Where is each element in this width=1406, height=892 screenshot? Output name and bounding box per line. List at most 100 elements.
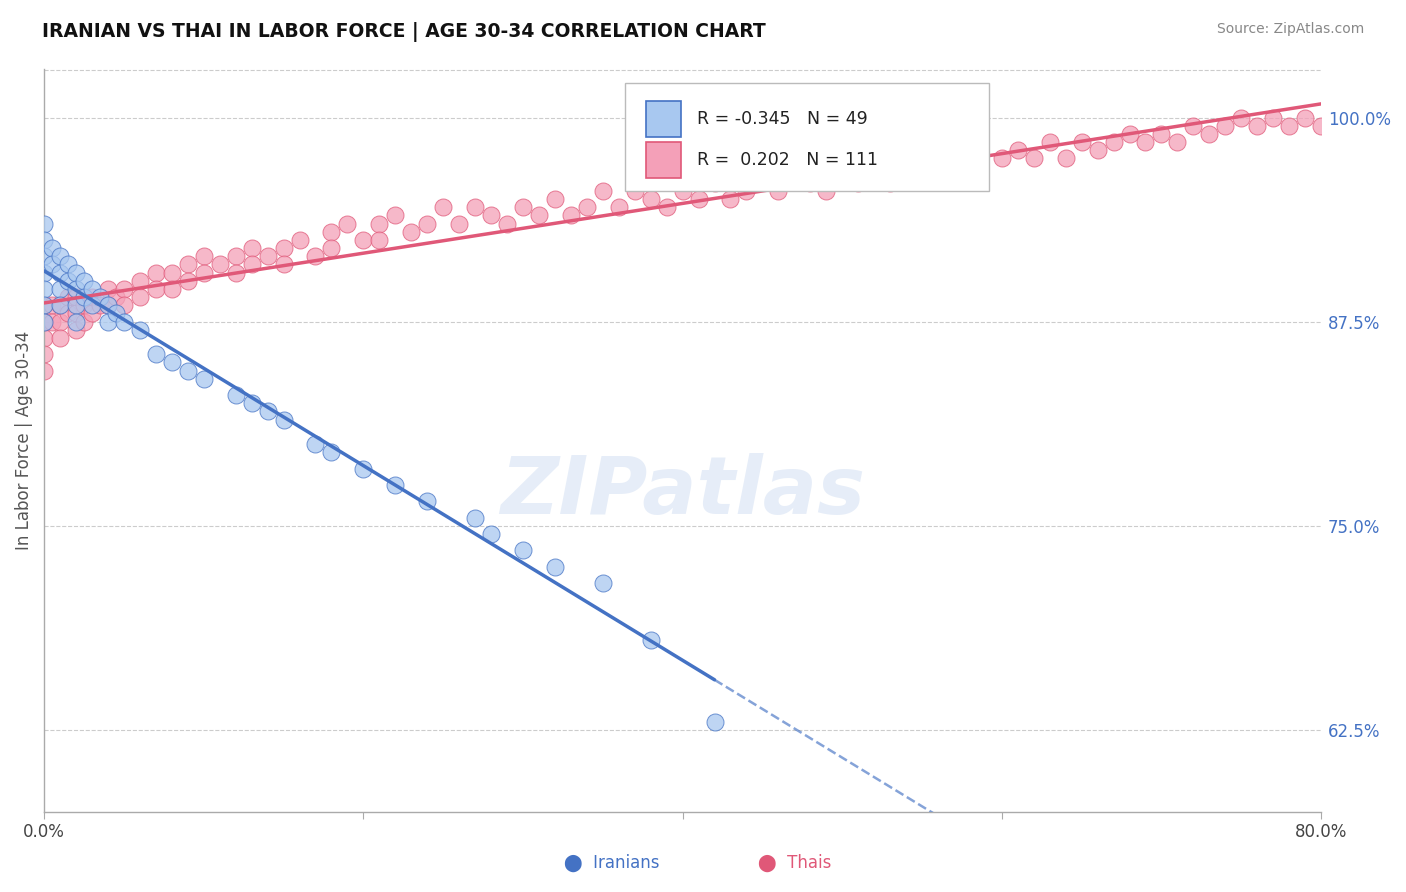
Point xyxy=(352,461,374,475)
Point xyxy=(783,168,806,182)
Point xyxy=(1326,111,1348,125)
Point xyxy=(65,266,87,280)
Point xyxy=(225,388,247,402)
Point xyxy=(575,200,598,214)
Text: ZIPatlas: ZIPatlas xyxy=(501,453,865,531)
Point xyxy=(544,559,567,574)
Point xyxy=(73,298,96,312)
Point xyxy=(65,323,87,337)
Point xyxy=(1263,111,1285,125)
Point xyxy=(112,315,135,329)
Point xyxy=(321,225,343,239)
Point xyxy=(1070,135,1092,149)
Point xyxy=(32,298,55,312)
Point xyxy=(1007,143,1029,157)
Point xyxy=(104,290,127,304)
Point xyxy=(128,323,150,337)
Point xyxy=(959,160,981,174)
Point xyxy=(304,437,326,451)
Point xyxy=(160,282,183,296)
Point xyxy=(104,306,127,320)
Point xyxy=(240,241,263,255)
Point xyxy=(128,290,150,304)
Point xyxy=(32,266,55,280)
Point xyxy=(1230,111,1253,125)
Point xyxy=(607,200,630,214)
Point xyxy=(321,241,343,255)
Text: ⬤  Iranians: ⬤ Iranians xyxy=(564,855,659,872)
Point xyxy=(49,249,72,263)
Point xyxy=(32,282,55,296)
Point xyxy=(720,192,742,206)
Point xyxy=(65,298,87,312)
Point xyxy=(56,306,79,320)
Point xyxy=(240,396,263,410)
Point xyxy=(80,306,103,320)
Point xyxy=(56,274,79,288)
Point xyxy=(273,412,295,426)
Point xyxy=(32,315,55,329)
Point xyxy=(879,176,901,190)
Point xyxy=(41,298,63,312)
Point xyxy=(41,315,63,329)
Text: IRANIAN VS THAI IN LABOR FORCE | AGE 30-34 CORRELATION CHART: IRANIAN VS THAI IN LABOR FORCE | AGE 30-… xyxy=(42,22,766,42)
Point xyxy=(97,315,120,329)
Point xyxy=(49,298,72,312)
Y-axis label: In Labor Force | Age 30-34: In Labor Force | Age 30-34 xyxy=(15,330,32,549)
Point xyxy=(225,266,247,280)
Point xyxy=(177,363,200,377)
Point xyxy=(1246,119,1268,133)
Point xyxy=(273,257,295,271)
Point xyxy=(145,347,167,361)
Point xyxy=(703,714,725,729)
Point xyxy=(751,168,773,182)
Point xyxy=(1118,127,1140,141)
Point xyxy=(32,249,55,263)
Point xyxy=(32,298,55,312)
Point xyxy=(479,527,502,541)
Point xyxy=(80,290,103,304)
Point xyxy=(49,298,72,312)
Point xyxy=(65,315,87,329)
Point xyxy=(846,176,869,190)
Point xyxy=(496,217,519,231)
Point xyxy=(735,184,758,198)
Point xyxy=(256,404,278,418)
Point xyxy=(368,233,391,247)
Point xyxy=(1310,119,1333,133)
Point xyxy=(416,494,439,508)
Point xyxy=(432,200,454,214)
Point xyxy=(768,184,790,198)
Point xyxy=(97,282,120,296)
Point xyxy=(1182,119,1205,133)
Point xyxy=(56,290,79,304)
Point xyxy=(336,217,359,231)
Point xyxy=(41,241,63,255)
Text: R =  0.202   N = 111: R = 0.202 N = 111 xyxy=(696,151,877,169)
Point xyxy=(112,282,135,296)
Point xyxy=(56,257,79,271)
Point xyxy=(527,209,550,223)
Point xyxy=(145,266,167,280)
Point xyxy=(32,217,55,231)
Point xyxy=(32,347,55,361)
Point xyxy=(49,282,72,296)
Point xyxy=(32,315,55,329)
Point xyxy=(193,249,215,263)
Point xyxy=(1039,135,1062,149)
Point xyxy=(368,217,391,231)
Point xyxy=(623,184,645,198)
Point xyxy=(1150,127,1173,141)
Point xyxy=(160,355,183,369)
Point xyxy=(942,152,965,166)
Point xyxy=(640,192,662,206)
Point xyxy=(831,168,853,182)
Point xyxy=(927,168,949,182)
Point xyxy=(1166,135,1188,149)
Point xyxy=(177,274,200,288)
Point xyxy=(1198,127,1220,141)
Text: R = -0.345   N = 49: R = -0.345 N = 49 xyxy=(696,110,868,128)
Point xyxy=(273,241,295,255)
Point xyxy=(65,306,87,320)
Point xyxy=(894,168,917,182)
